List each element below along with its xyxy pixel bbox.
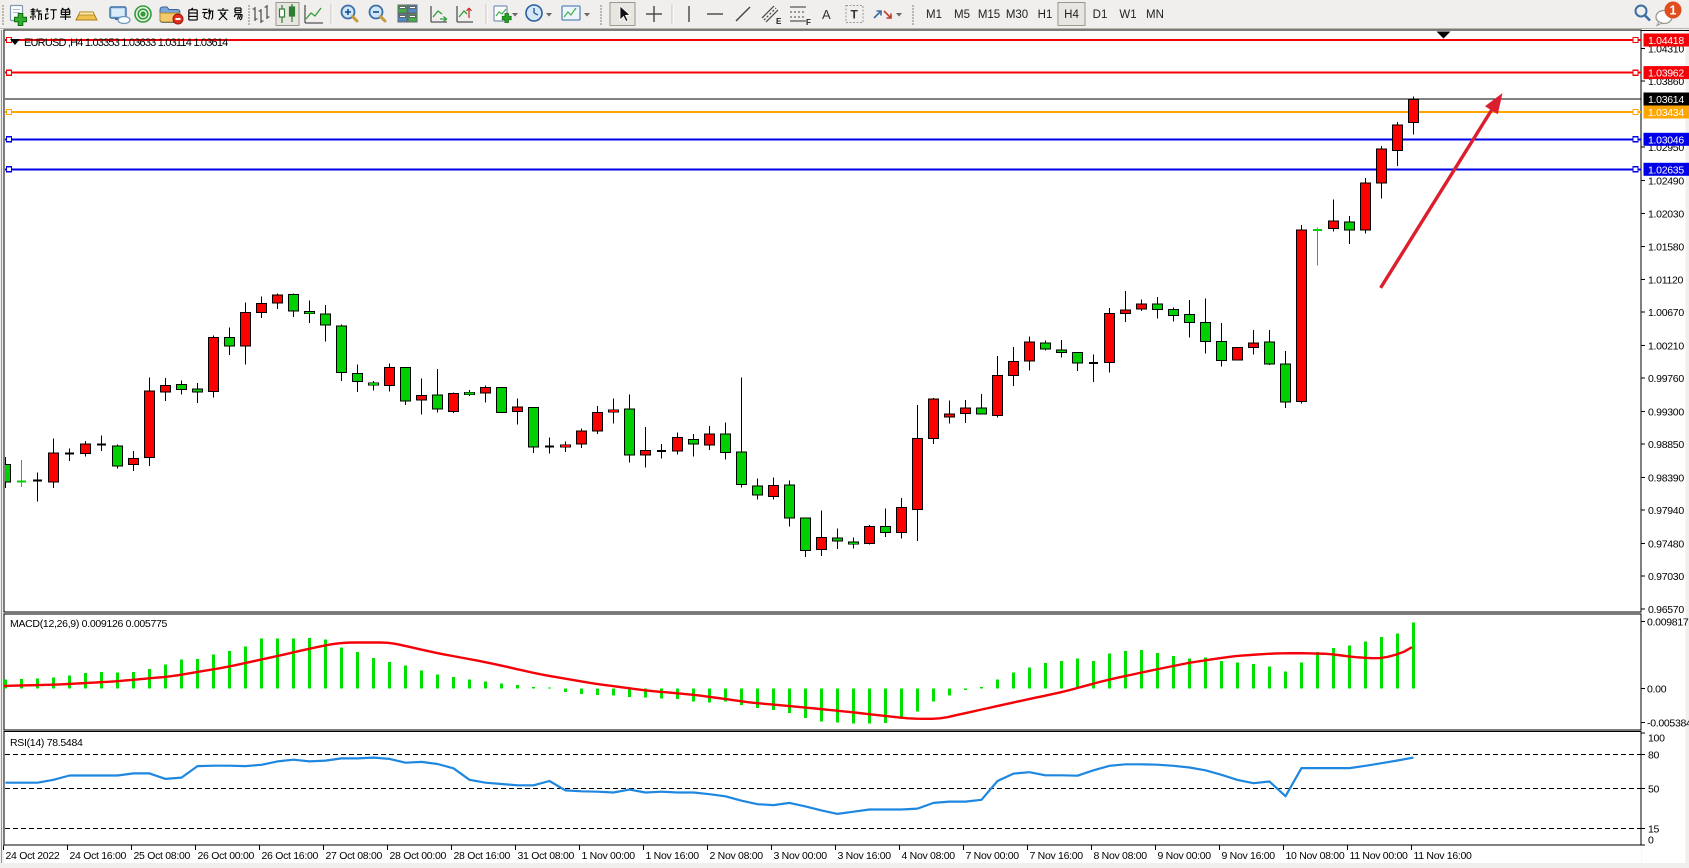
- svg-text:0.98850: 0.98850: [1648, 439, 1684, 451]
- svg-text:-0.005384: -0.005384: [1647, 718, 1689, 730]
- svg-text:0.009817: 0.009817: [1647, 617, 1689, 629]
- svg-text:27 Oct 08:00: 27 Oct 08:00: [326, 850, 383, 862]
- svg-text:28 Oct 00:00: 28 Oct 00:00: [390, 850, 447, 862]
- svg-text:W1: W1: [1119, 9, 1136, 21]
- svg-text:28 Oct 16:00: 28 Oct 16:00: [454, 850, 511, 862]
- svg-text:0: 0: [1648, 835, 1654, 847]
- svg-text:0.96570: 0.96570: [1648, 604, 1684, 616]
- svg-text:M15: M15: [978, 9, 1000, 21]
- svg-text:3 Nov 16:00: 3 Nov 16:00: [838, 850, 892, 862]
- svg-text:1.02490: 1.02490: [1648, 175, 1684, 187]
- svg-text:11 Nov 16:00: 11 Nov 16:00: [1414, 850, 1473, 862]
- svg-text:15: 15: [1648, 823, 1660, 835]
- svg-text:26 Oct 16:00: 26 Oct 16:00: [262, 850, 319, 862]
- svg-text:24 Oct 16:00: 24 Oct 16:00: [70, 850, 127, 862]
- svg-text:1.00210: 1.00210: [1648, 341, 1684, 353]
- svg-text:0.97940: 0.97940: [1648, 505, 1684, 517]
- svg-text:RSI(14) 78.5484: RSI(14) 78.5484: [10, 737, 83, 749]
- svg-text:1.04310: 1.04310: [1648, 44, 1684, 56]
- svg-text:1.01580: 1.01580: [1648, 241, 1684, 253]
- svg-text:1.01120: 1.01120: [1648, 275, 1684, 287]
- svg-text:1.03860: 1.03860: [1648, 76, 1684, 88]
- svg-text:MACD(12,26,9) 0.009126 0.00577: MACD(12,26,9) 0.009126 0.005775: [10, 618, 168, 630]
- svg-text:50: 50: [1648, 784, 1660, 796]
- svg-text:0.98390: 0.98390: [1648, 472, 1684, 484]
- svg-text:26 Oct 00:00: 26 Oct 00:00: [198, 850, 255, 862]
- svg-text:1.03434: 1.03434: [1648, 107, 1684, 119]
- svg-text:31 Oct 08:00: 31 Oct 08:00: [518, 850, 575, 862]
- svg-text:0.00: 0.00: [1647, 684, 1667, 696]
- svg-text:1.03962: 1.03962: [1648, 68, 1684, 80]
- svg-text:1 Nov 16:00: 1 Nov 16:00: [646, 850, 700, 862]
- svg-text:10 Nov 08:00: 10 Nov 08:00: [1286, 850, 1345, 862]
- svg-text:4 Nov 08:00: 4 Nov 08:00: [902, 850, 956, 862]
- svg-text:80: 80: [1648, 750, 1660, 762]
- svg-text:D1: D1: [1093, 9, 1108, 21]
- svg-text:0.97030: 0.97030: [1648, 571, 1684, 583]
- svg-text:M5: M5: [954, 9, 970, 21]
- svg-text:8 Nov 08:00: 8 Nov 08:00: [1094, 850, 1148, 862]
- svg-text:0.99760: 0.99760: [1648, 373, 1684, 385]
- svg-text:H1: H1: [1038, 9, 1053, 21]
- svg-text:1: 1: [1670, 4, 1677, 18]
- svg-text:M30: M30: [1006, 9, 1028, 21]
- svg-text:E: E: [776, 17, 782, 26]
- svg-text:25 Oct 08:00: 25 Oct 08:00: [134, 850, 191, 862]
- svg-text:100: 100: [1648, 733, 1665, 745]
- svg-text:2 Nov 08:00: 2 Nov 08:00: [710, 850, 764, 862]
- svg-text:1.02635: 1.02635: [1648, 164, 1684, 176]
- svg-text:1.02030: 1.02030: [1648, 209, 1684, 221]
- svg-text:M1: M1: [926, 9, 942, 21]
- svg-text:7 Nov 00:00: 7 Nov 00:00: [966, 850, 1020, 862]
- svg-text:T: T: [851, 8, 859, 22]
- svg-text:0.99300: 0.99300: [1648, 407, 1684, 419]
- svg-text:1 Nov 00:00: 1 Nov 00:00: [582, 850, 636, 862]
- svg-text:1.03614: 1.03614: [1648, 94, 1684, 106]
- svg-text:7 Nov 16:00: 7 Nov 16:00: [1030, 850, 1084, 862]
- svg-text:H4: H4: [1064, 9, 1079, 21]
- svg-text:1.03046: 1.03046: [1648, 134, 1684, 146]
- svg-text:11 Nov 00:00: 11 Nov 00:00: [1350, 850, 1409, 862]
- svg-text:0.97480: 0.97480: [1648, 538, 1684, 550]
- svg-text:24 Oct 2022: 24 Oct 2022: [6, 850, 60, 862]
- svg-text:EURUSD ,H4 1.03353 1.03633 1.: EURUSD ,H4 1.03353 1.03633 1.03114 1.036…: [24, 37, 228, 49]
- svg-text:9 Nov 00:00: 9 Nov 00:00: [1158, 850, 1212, 862]
- svg-text:1.04418: 1.04418: [1648, 35, 1684, 47]
- svg-text:3 Nov 00:00: 3 Nov 00:00: [774, 850, 828, 862]
- svg-text:A: A: [822, 7, 831, 22]
- svg-text:MN: MN: [1146, 9, 1164, 21]
- svg-text:9 Nov 16:00: 9 Nov 16:00: [1222, 850, 1276, 862]
- svg-text:1.00670: 1.00670: [1648, 307, 1684, 319]
- svg-text:F: F: [806, 18, 811, 27]
